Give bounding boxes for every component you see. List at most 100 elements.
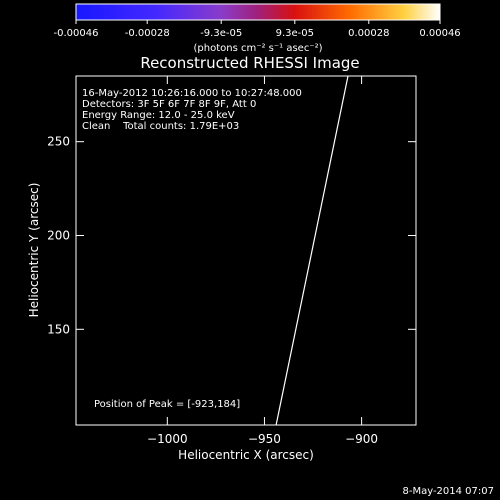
heatmap-cell	[116, 226, 127, 237]
heatmap-cell	[326, 266, 337, 277]
heatmap-cell	[306, 96, 317, 107]
heatmap-cell	[146, 186, 157, 197]
y-tick-label: 150	[47, 322, 70, 336]
heatmap-cell	[406, 196, 416, 207]
heatmap-cell	[296, 356, 307, 367]
heatmap-cell	[296, 266, 307, 277]
heatmap-cell	[226, 156, 237, 167]
heatmap-cell	[86, 316, 97, 327]
info-line-clean-counts: Clean Total counts: 1.79E+03	[82, 121, 239, 132]
heatmap-cell	[166, 396, 177, 407]
heatmap-cell	[386, 176, 397, 187]
heatmap-cell	[386, 256, 397, 267]
heatmap-cell	[176, 206, 187, 217]
heatmap-cell	[276, 206, 287, 217]
heatmap-cell	[126, 166, 137, 177]
heatmap-cell	[386, 166, 397, 177]
heatmap-cell	[266, 116, 277, 127]
heatmap-cell	[316, 406, 327, 417]
heatmap-cell	[276, 186, 287, 197]
heatmap-cell	[266, 316, 277, 327]
heatmap-cell	[116, 136, 127, 147]
heatmap-cell	[216, 256, 227, 267]
heatmap-cell	[166, 136, 177, 147]
heatmap-cell	[166, 356, 177, 367]
heatmap-cell	[316, 416, 327, 425]
heatmap-cell	[346, 86, 357, 97]
heatmap-cell	[386, 186, 397, 197]
heatmap-cell	[136, 226, 147, 237]
heatmap-cell	[146, 106, 157, 117]
heatmap-cell	[356, 86, 367, 97]
heatmap-cell	[376, 366, 387, 377]
heatmap-cell	[276, 236, 287, 247]
heatmap-cell	[76, 96, 87, 107]
heatmap-cell	[346, 386, 357, 397]
heatmap-cell	[256, 296, 267, 307]
heatmap-cell	[286, 246, 297, 257]
heatmap-cell	[196, 326, 207, 337]
heatmap-cell	[326, 366, 337, 377]
heatmap-cell	[196, 176, 207, 187]
heatmap-cell	[226, 266, 237, 277]
heatmap-cell	[406, 246, 416, 257]
heatmap-cell	[116, 296, 127, 307]
heatmap-cell	[206, 346, 217, 357]
heatmap-cell	[136, 216, 147, 227]
heatmap-cell	[206, 176, 217, 187]
heatmap-cell	[246, 256, 257, 267]
heatmap-cell	[376, 246, 387, 257]
heatmap-cell	[306, 336, 317, 347]
heatmap-cell	[256, 366, 267, 377]
heatmap-cell	[206, 166, 217, 177]
heatmap-cell	[406, 156, 416, 167]
heatmap-cell	[136, 96, 147, 107]
heatmap-cell	[346, 416, 357, 425]
heatmap-cell	[246, 306, 257, 317]
heatmap-cell	[346, 306, 357, 317]
heatmap-cell	[156, 406, 167, 417]
heatmap-cell	[336, 406, 347, 417]
heatmap-cell	[326, 166, 337, 177]
heatmap-cell	[256, 246, 267, 257]
heatmap-cell	[96, 196, 107, 207]
heatmap-cell	[276, 126, 287, 137]
heatmap-cell	[166, 106, 177, 117]
heatmap-cell	[206, 226, 217, 237]
heatmap-cell	[96, 166, 107, 177]
heatmap-cell	[266, 186, 277, 197]
heatmap-cell	[96, 106, 107, 117]
heatmap-cell	[156, 126, 167, 137]
heatmap-cell	[106, 76, 117, 87]
heatmap-cell	[326, 326, 337, 337]
heatmap-cell	[236, 356, 247, 367]
heatmap-cell	[256, 226, 267, 237]
heatmap-cell	[396, 266, 407, 277]
heatmap-cell	[216, 166, 227, 177]
heatmap-cell	[236, 146, 247, 157]
heatmap-cell	[116, 116, 127, 127]
heatmap-cell	[206, 236, 217, 247]
heatmap-cell	[246, 416, 257, 425]
heatmap-cell	[176, 156, 187, 167]
heatmap-cell	[146, 176, 157, 187]
heatmap-cell	[346, 156, 357, 167]
heatmap-cell	[186, 406, 197, 417]
heatmap-cell	[76, 316, 87, 327]
heatmap-cell	[116, 316, 127, 327]
heatmap-cell	[336, 146, 347, 157]
heatmap-cell	[386, 346, 397, 357]
heatmap-cell	[396, 166, 407, 177]
heatmap-cell	[336, 226, 347, 237]
heatmap-cell	[396, 296, 407, 307]
heatmap-cell	[226, 96, 237, 107]
heatmap-cell	[236, 286, 247, 297]
heatmap-cell	[196, 346, 207, 357]
colorbar-ticks: -0.00046 -0.00028 -9.3e-05 9.3e-05 0.00028 0.…	[54, 20, 461, 39]
heatmap-cell	[86, 136, 97, 147]
heatmap-cell	[346, 246, 357, 257]
heatmap-cell	[186, 336, 197, 347]
heatmap-cell	[116, 366, 127, 377]
heatmap-cell	[236, 296, 247, 307]
heatmap-cell	[336, 196, 347, 207]
